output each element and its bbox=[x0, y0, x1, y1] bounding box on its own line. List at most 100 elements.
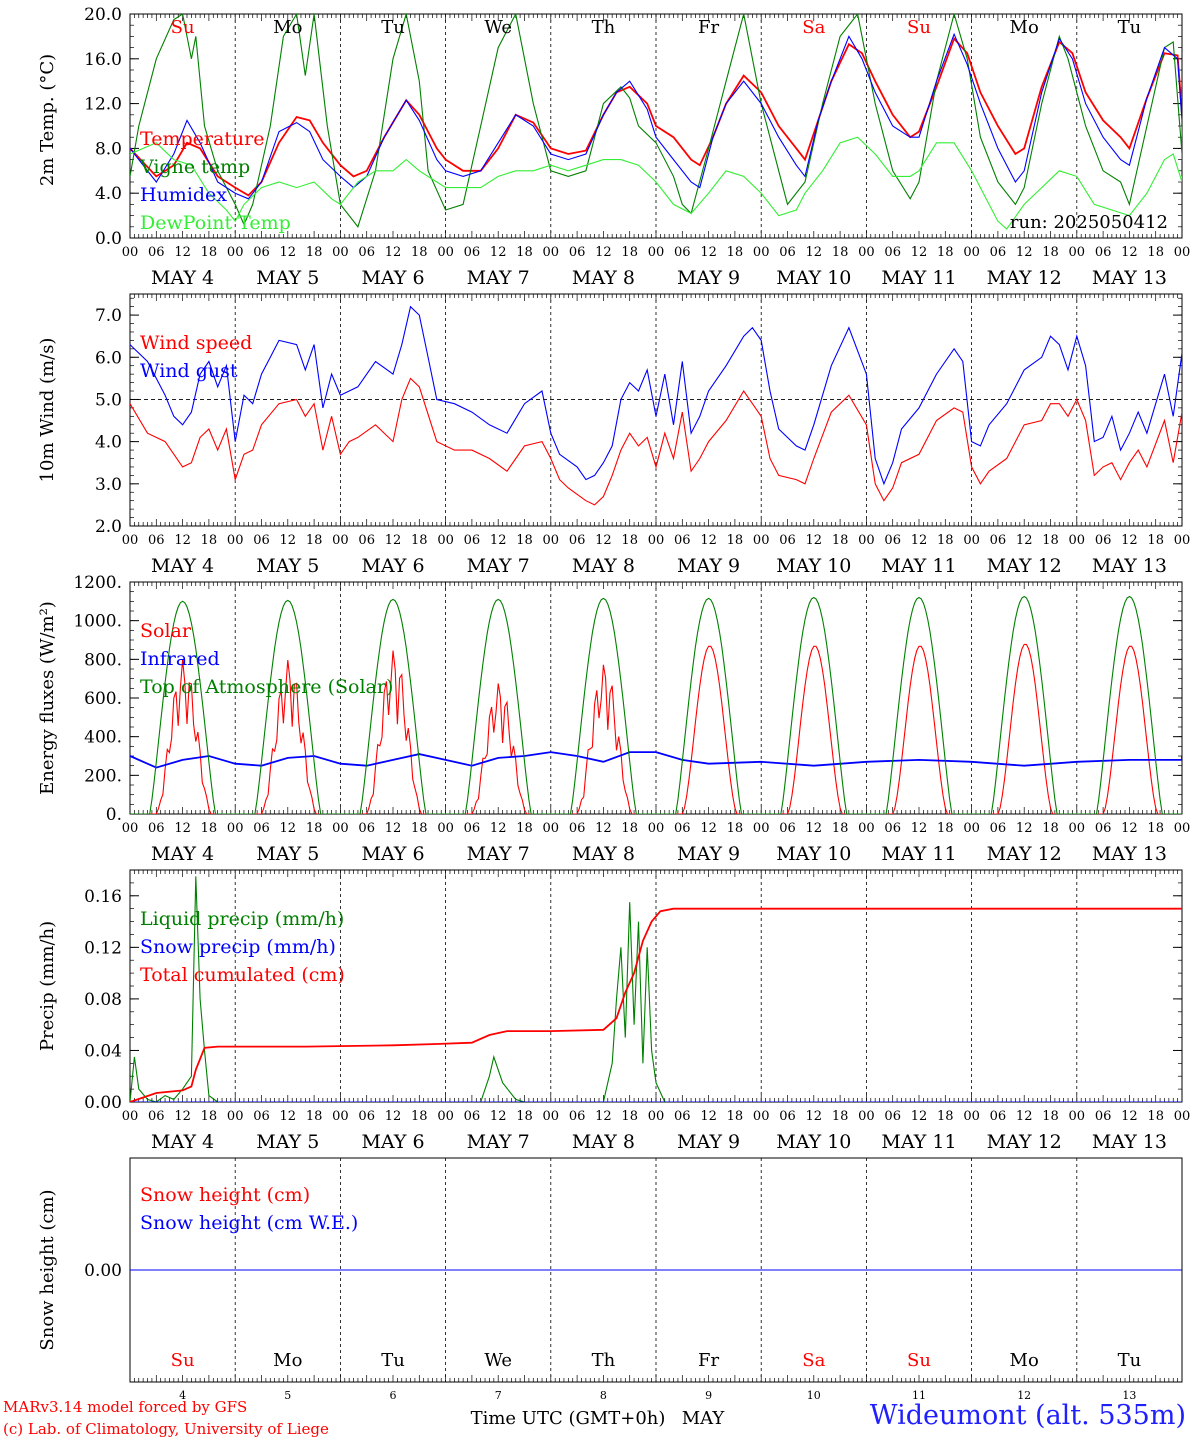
hour-tick-label: 12 bbox=[700, 821, 717, 836]
hour-tick-label: 06 bbox=[464, 821, 481, 836]
hour-tick-label: 18 bbox=[516, 245, 533, 260]
y-axis-label: Precip (mm/h) bbox=[37, 921, 58, 1051]
y-tick-label: 20.0 bbox=[84, 5, 122, 25]
date-label: MAY 8 bbox=[572, 267, 635, 289]
hour-tick-label: 18 bbox=[201, 821, 218, 836]
run-label: run: 2025050412 bbox=[1010, 212, 1168, 233]
date-label: MAY 13 bbox=[1092, 267, 1167, 289]
hour-tick-label: 00 bbox=[227, 1109, 244, 1124]
hour-tick-label: 00 bbox=[332, 1109, 349, 1124]
hour-tick-label: 06 bbox=[779, 821, 796, 836]
date-label: MAY 5 bbox=[256, 267, 319, 289]
hour-tick-label: 12 bbox=[280, 821, 297, 836]
date-label: MAY 11 bbox=[881, 1131, 956, 1153]
hour-tick-label: 12 bbox=[1016, 821, 1033, 836]
legend-entry: Humidex bbox=[140, 184, 227, 206]
series-line bbox=[130, 14, 1182, 228]
y-tick-label: 1200. bbox=[73, 573, 122, 593]
hour-tick-label: 00 bbox=[648, 533, 665, 548]
date-label: MAY 6 bbox=[361, 1131, 424, 1153]
hour-tick-label: 00 bbox=[437, 1109, 454, 1124]
date-label: MAY 13 bbox=[1092, 555, 1167, 577]
hour-tick-label: 12 bbox=[385, 1109, 402, 1124]
hour-tick-label: 00 bbox=[543, 533, 560, 548]
date-label: MAY 12 bbox=[987, 555, 1062, 577]
hour-tick-label: 18 bbox=[201, 1109, 218, 1124]
y-tick-label: 8.0 bbox=[95, 139, 122, 159]
day-number: 4 bbox=[179, 1389, 186, 1402]
hour-tick-label: 00 bbox=[1069, 821, 1086, 836]
station-name: Wideumont (alt. 535m) bbox=[869, 1400, 1186, 1431]
hour-tick-label: 06 bbox=[358, 1109, 375, 1124]
hour-tick-label: 06 bbox=[990, 1109, 1007, 1124]
hour-tick-label: 06 bbox=[569, 1109, 586, 1124]
hour-tick-label: 12 bbox=[806, 533, 823, 548]
date-label: MAY 4 bbox=[151, 555, 214, 577]
legend-entry: Total cumulated (cm) bbox=[140, 964, 345, 986]
y-tick-label: 200. bbox=[84, 766, 122, 786]
hour-tick-label: 18 bbox=[1042, 533, 1059, 548]
hour-tick-label: 00 bbox=[543, 821, 560, 836]
date-label: MAY 6 bbox=[361, 843, 424, 865]
date-label: MAY 6 bbox=[361, 267, 424, 289]
hour-tick-label: 18 bbox=[1147, 1109, 1164, 1124]
weekday-label: Th bbox=[592, 1350, 616, 1371]
hour-tick-label: 18 bbox=[832, 821, 849, 836]
hour-tick-label: 18 bbox=[1042, 821, 1059, 836]
hour-tick-label: 06 bbox=[779, 533, 796, 548]
y-tick-label: 0.00 bbox=[84, 1261, 122, 1281]
legend-entry: Wind gust bbox=[140, 360, 238, 382]
hour-tick-label: 12 bbox=[385, 245, 402, 260]
series-line bbox=[130, 136, 1182, 230]
hour-tick-label: 06 bbox=[1095, 245, 1112, 260]
hour-tick-label: 00 bbox=[437, 533, 454, 548]
hour-tick-label: 12 bbox=[174, 245, 191, 260]
hour-tick-label: 00 bbox=[332, 245, 349, 260]
hour-tick-label: 12 bbox=[280, 533, 297, 548]
legend-entry: Solar bbox=[140, 620, 192, 642]
hour-tick-label: 00 bbox=[122, 821, 139, 836]
date-label: MAY 5 bbox=[256, 843, 319, 865]
date-label: MAY 10 bbox=[776, 843, 851, 865]
y-tick-label: 7.0 bbox=[95, 306, 122, 326]
hour-tick-label: 00 bbox=[648, 821, 665, 836]
weekday-label: Th bbox=[592, 17, 616, 38]
hour-tick-label: 12 bbox=[806, 821, 823, 836]
y-tick-label: 0. bbox=[106, 805, 122, 825]
series-line bbox=[130, 876, 1182, 1102]
hour-tick-label: 06 bbox=[148, 821, 165, 836]
hour-tick-label: 00 bbox=[648, 245, 665, 260]
hour-tick-label: 06 bbox=[464, 533, 481, 548]
weekday-label: Tu bbox=[1118, 1350, 1142, 1371]
day-number: 12 bbox=[1017, 1389, 1031, 1402]
hour-tick-label: 12 bbox=[911, 533, 928, 548]
date-label: MAY 7 bbox=[467, 267, 530, 289]
hour-tick-label: 18 bbox=[1147, 533, 1164, 548]
hour-tick-label: 00 bbox=[543, 1109, 560, 1124]
hour-tick-label: 00 bbox=[227, 533, 244, 548]
hour-tick-label: 18 bbox=[516, 533, 533, 548]
hour-tick-label: 18 bbox=[727, 245, 744, 260]
date-label: MAY 7 bbox=[467, 843, 530, 865]
date-label: MAY 5 bbox=[256, 555, 319, 577]
hour-tick-label: 00 bbox=[858, 245, 875, 260]
hour-tick-label: 12 bbox=[490, 245, 507, 260]
hour-tick-label: 00 bbox=[963, 1109, 980, 1124]
y-tick-label: 600. bbox=[84, 689, 122, 709]
hour-tick-label: 12 bbox=[700, 245, 717, 260]
hour-tick-label: 12 bbox=[806, 1109, 823, 1124]
series-line bbox=[130, 643, 1182, 814]
hour-tick-label: 18 bbox=[516, 821, 533, 836]
date-label: MAY 9 bbox=[677, 1131, 740, 1153]
hour-tick-label: 00 bbox=[122, 245, 139, 260]
panel-3: 0. 200. 400. 600. 800. 1000. 1200. Energy fluxe… bbox=[37, 573, 1190, 865]
model-credit: MARv3.14 model forced by GFS bbox=[3, 1398, 248, 1416]
hour-tick-label: 00 bbox=[753, 533, 770, 548]
hour-tick-label: 06 bbox=[779, 1109, 796, 1124]
weekday-label: Mo bbox=[1010, 1350, 1039, 1371]
y-tick-label: 5.0 bbox=[95, 390, 122, 410]
weekday-label: Mo bbox=[1010, 17, 1039, 38]
date-label: MAY 8 bbox=[572, 1131, 635, 1153]
hour-tick-label: 00 bbox=[648, 1109, 665, 1124]
day-number: 10 bbox=[807, 1389, 821, 1402]
